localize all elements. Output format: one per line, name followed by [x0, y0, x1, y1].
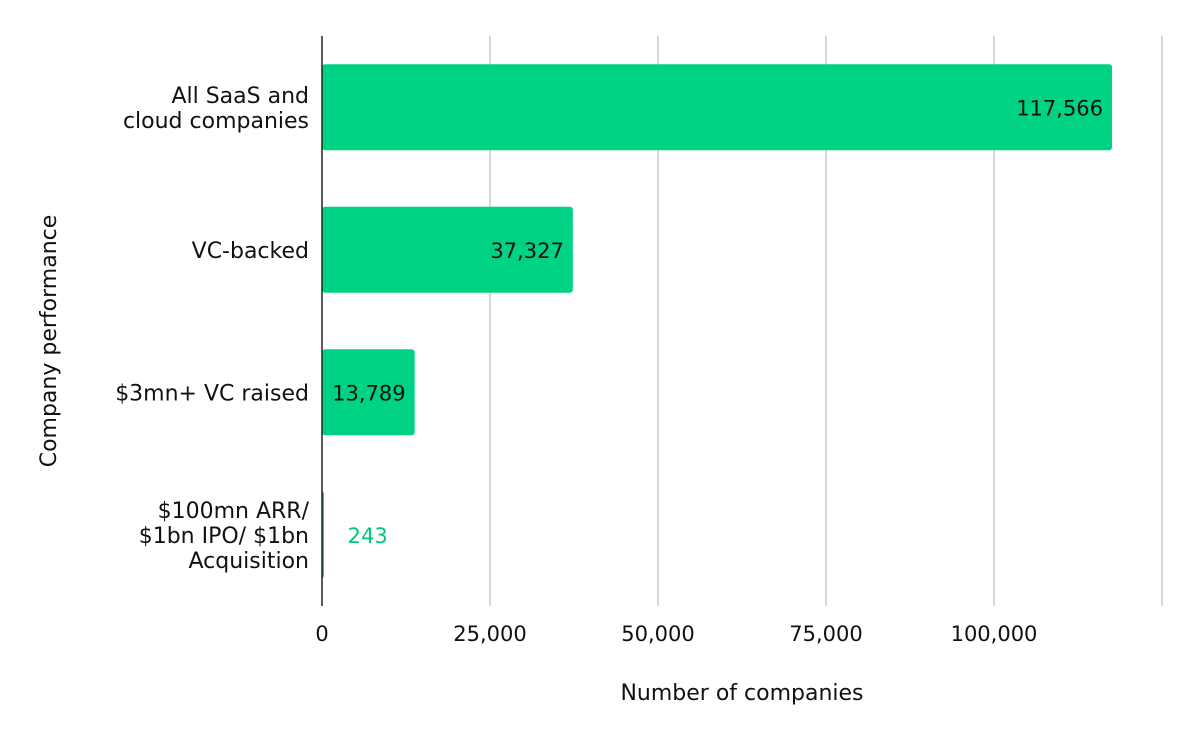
category-label-line: All SaaS and: [171, 84, 309, 109]
category-label: All SaaS and cloud companies: [123, 84, 309, 134]
category-label: $3mn+ VC raised: [115, 381, 309, 406]
x-tick-label: 50,000: [621, 622, 694, 646]
category-label-line: cloud companies: [123, 109, 309, 134]
label-layer: 0 25,000 50,000 75,000 100,000 All SaaS and cl…: [115, 84, 1103, 646]
x-tick-label: 25,000: [453, 622, 526, 646]
category-label-line: $100mn ARR/: [158, 499, 310, 524]
category-label-line: Acquisition: [189, 549, 310, 574]
category-label-line: $1bn IPO/ $1bn: [139, 524, 309, 549]
data-label: 243: [348, 524, 388, 548]
bar-layer: [322, 64, 1113, 578]
data-label: 117,566: [1016, 96, 1103, 120]
category-label: $100mn ARR/$1bn IPO/ $1bn Acquisition: [139, 499, 310, 574]
data-label: 13,789: [332, 381, 405, 405]
x-tick-label: 100,000: [951, 622, 1038, 646]
bar: [322, 349, 415, 436]
bar: [322, 206, 573, 293]
x-tick-label: 0: [315, 622, 328, 646]
x-axis-title: Number of companies: [620, 681, 863, 706]
bar: [322, 64, 1113, 151]
category-label-line: $3mn+ VC raised: [115, 381, 309, 406]
category-label: VC-backed: [192, 239, 309, 264]
x-tick-label: 75,000: [789, 622, 862, 646]
category-label-line: VC-backed: [192, 239, 309, 264]
y-axis-title: Company performance: [37, 215, 62, 468]
data-label: 37,327: [490, 239, 563, 263]
